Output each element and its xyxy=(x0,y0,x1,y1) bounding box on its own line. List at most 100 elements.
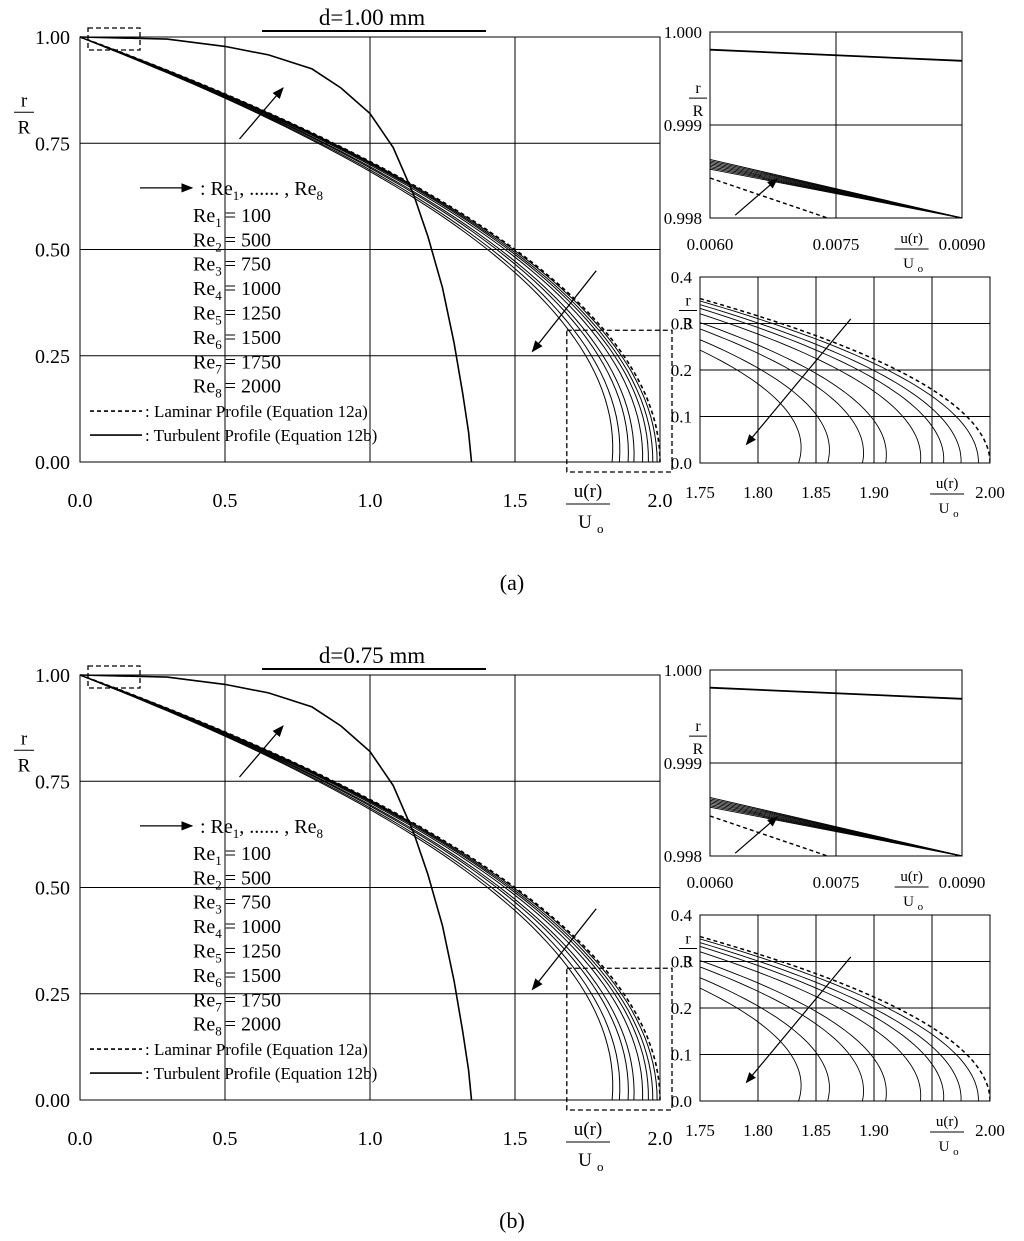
diameter-label: d=1.00 mm xyxy=(319,5,425,30)
main-xtick-label: 0.0 xyxy=(68,1128,93,1150)
inset-bottom-ytick: 0.0 xyxy=(671,1092,692,1111)
inset-top-xtick: 0.0090 xyxy=(939,235,986,254)
legend-re-value: = 1000 xyxy=(225,916,281,938)
main-xtick-label: 2.0 xyxy=(648,490,673,512)
legend-re-sub: 1 xyxy=(215,215,222,230)
legend-re-value: = 2000 xyxy=(225,376,281,398)
inset-top-xlabel-num: u(r) xyxy=(900,869,923,885)
laminar-profile xyxy=(79,674,661,1101)
legend-re-name: Re xyxy=(193,916,215,938)
panel-label: (a) xyxy=(500,570,524,595)
legend-re-item: Re8 = 2000 xyxy=(193,376,281,401)
legend-re-item: Re6 = 1500 xyxy=(193,327,281,352)
legend-re-value: = 1750 xyxy=(225,351,281,373)
main-ytick-label: 1.00 xyxy=(35,27,70,49)
inset-bottom: 0.4 0.3 0.2 0.1 0.0 1.75 1.80 1.85 1.90 2.00 rRu(r… xyxy=(671,906,1005,1158)
legend-re-name: Re xyxy=(193,205,215,227)
legend-re-name: Re xyxy=(193,940,215,962)
legend-re-sub: 4 xyxy=(215,288,222,303)
main-xtick-label: 1.0 xyxy=(358,490,383,512)
legend-re-value: = 1000 xyxy=(225,278,281,300)
legend-re-name: Re xyxy=(193,843,215,865)
inset-bottom-xtick: 1.80 xyxy=(743,483,773,502)
legend-laminar-label: : Laminar Profile (Equation 12a) xyxy=(145,1040,368,1059)
legend-arrow-label: : Re1, ...... , Re8 xyxy=(200,178,323,203)
legend-re-name: Re xyxy=(193,351,215,373)
inset-bottom-xtick: 1.80 xyxy=(743,1121,773,1140)
main-xtick-label: 1.0 xyxy=(358,1128,383,1150)
main-xtick-label: 1.5 xyxy=(503,1128,528,1150)
inset-top-ytick: 0.998 xyxy=(664,209,702,228)
re-profile-inset-top-8 xyxy=(709,806,963,857)
legend-re-value: = 1250 xyxy=(225,940,281,962)
panel-b: 0.0 0.5 1.0 1.5 2.00.000.250.500.751.00rRu(r… xyxy=(14,643,1005,1233)
main-ylabel-num: r xyxy=(21,728,28,749)
re-profile-inset-bottom-5 xyxy=(700,313,922,463)
inset-bottom-ytick: 0.3 xyxy=(671,953,692,972)
legend-re-sub: 8 xyxy=(215,386,222,401)
inset-top-ytick: 0.998 xyxy=(664,847,702,866)
main-xlabel-den: U xyxy=(578,1150,592,1171)
inset-bottom-xlabel-num: u(r) xyxy=(936,476,959,492)
legend-re-item: Re8 = 2000 xyxy=(193,1014,281,1039)
inset-top-xlabel-sub: o xyxy=(918,263,924,275)
re-profile-inset-bottom-2 xyxy=(700,977,830,1101)
inset-top-xtick: 0.0060 xyxy=(687,235,734,254)
inset-top-ylabel-den: R xyxy=(693,103,704,120)
legend-re-name: Re xyxy=(193,867,215,889)
legend-re-value: = 500 xyxy=(225,867,271,889)
inset-bottom-ytick: 0.4 xyxy=(671,268,693,287)
legend-re-name: Re xyxy=(193,302,215,324)
legend-re-sub: 1 xyxy=(215,853,222,868)
re-profile-inset-bottom-1 xyxy=(700,349,802,463)
re-profile-inset-bottom-6 xyxy=(700,307,945,463)
main-ytick-label: 0.50 xyxy=(35,240,70,262)
legend-re-sub: 3 xyxy=(215,264,222,279)
main-ytick-label: 0.75 xyxy=(35,771,70,793)
inset-top-xlabel-den: U xyxy=(903,894,914,910)
re-profile-inset-bottom-3 xyxy=(700,328,864,463)
inset-top-xlabel-den: U xyxy=(903,256,914,272)
main-ytick-label: 0.25 xyxy=(35,346,70,368)
increasing-re-arrow-lower xyxy=(531,270,597,353)
legend-re-sub: 6 xyxy=(215,337,222,352)
legend-re-sub: 7 xyxy=(215,999,222,1014)
inset-top-ylabel-den: R xyxy=(693,741,704,758)
legend-re-item: Re2 = 500 xyxy=(193,867,271,892)
legend-re-value: = 750 xyxy=(225,892,271,914)
re-profile-2 xyxy=(79,36,621,463)
inset-bottom-xlabel-sub: o xyxy=(953,1146,959,1158)
legend-re-item: Re4 = 1000 xyxy=(193,278,281,303)
re-profile-inset-top-8 xyxy=(709,168,963,219)
inset-top-arrow xyxy=(734,816,779,854)
main-ytick-label: 1.00 xyxy=(35,665,70,687)
legend-re-item: Re7 = 1750 xyxy=(193,351,281,376)
legend-arrow-arrow_mid: , ...... , Re xyxy=(239,816,316,838)
legend-arrow-arrow_sub1: 1 xyxy=(233,188,240,203)
re-profile-inset-bottom-4 xyxy=(700,322,887,463)
inset-bottom-ytick: 0.1 xyxy=(671,408,692,427)
legend-arrow-label: : Re1, ...... , Re8 xyxy=(200,816,323,841)
legend-re-name: Re xyxy=(193,278,215,300)
laminar-profile xyxy=(79,36,661,463)
legend-re-name: Re xyxy=(193,376,215,398)
inset-top: 1.000 0.999 0.998 0.0060 0.0075 0.0090 rRu(r) U… xyxy=(664,661,986,913)
turbulent-profile xyxy=(79,674,473,1101)
zoom-box-bottom xyxy=(566,967,673,1111)
inset-bottom-laminar xyxy=(700,297,990,463)
legend-re-value: = 100 xyxy=(225,843,271,865)
inset-bottom-xtick: 1.75 xyxy=(685,1121,715,1140)
inset-top-xtick: 0.0075 xyxy=(813,235,860,254)
legend-re-item: Re2 = 500 xyxy=(193,229,271,254)
re-profile-inset-bottom-4 xyxy=(700,960,887,1101)
legend-re-name: Re xyxy=(193,254,215,276)
legend-re-name: Re xyxy=(193,892,215,914)
legend-re-item: Re3 = 750 xyxy=(193,254,271,279)
inset-top-xlabel-sub: o xyxy=(918,901,924,913)
inset-top-ytick: 0.999 xyxy=(664,754,702,773)
legend-re-item: Re6 = 1500 xyxy=(193,965,281,990)
main-ylabel-den: R xyxy=(18,117,31,138)
zoom-box-bottom xyxy=(566,329,673,473)
legend-re-value: = 1500 xyxy=(225,327,281,349)
legend-re-sub: 6 xyxy=(215,975,222,990)
